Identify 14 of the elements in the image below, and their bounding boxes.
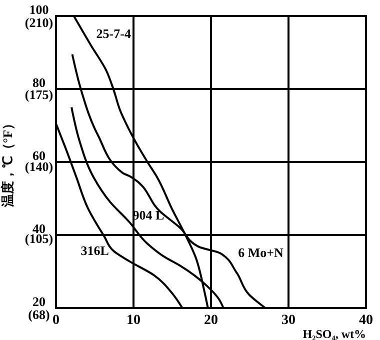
x-tick-label: 0 (52, 313, 60, 328)
x-tick-label: 40 (359, 313, 373, 328)
series-label: 316L (80, 243, 110, 258)
y-tick-label: 60 (32, 148, 46, 163)
y-tick-label: 20 (32, 294, 46, 309)
y2-tick-label: (68) (28, 307, 50, 322)
x-tick-label: 10 (126, 313, 140, 328)
x-tick-label: 20 (204, 313, 218, 328)
y2-axis-title: 温度，℃（°F） (0, 116, 15, 208)
series-label: 25-7-4 (96, 26, 132, 41)
y-tick-label: 100 (29, 2, 49, 17)
y2-tick-label: (210) (24, 15, 54, 30)
series-label: 6 Mo+N (238, 244, 284, 260)
x-tick-label: 30 (282, 313, 296, 328)
